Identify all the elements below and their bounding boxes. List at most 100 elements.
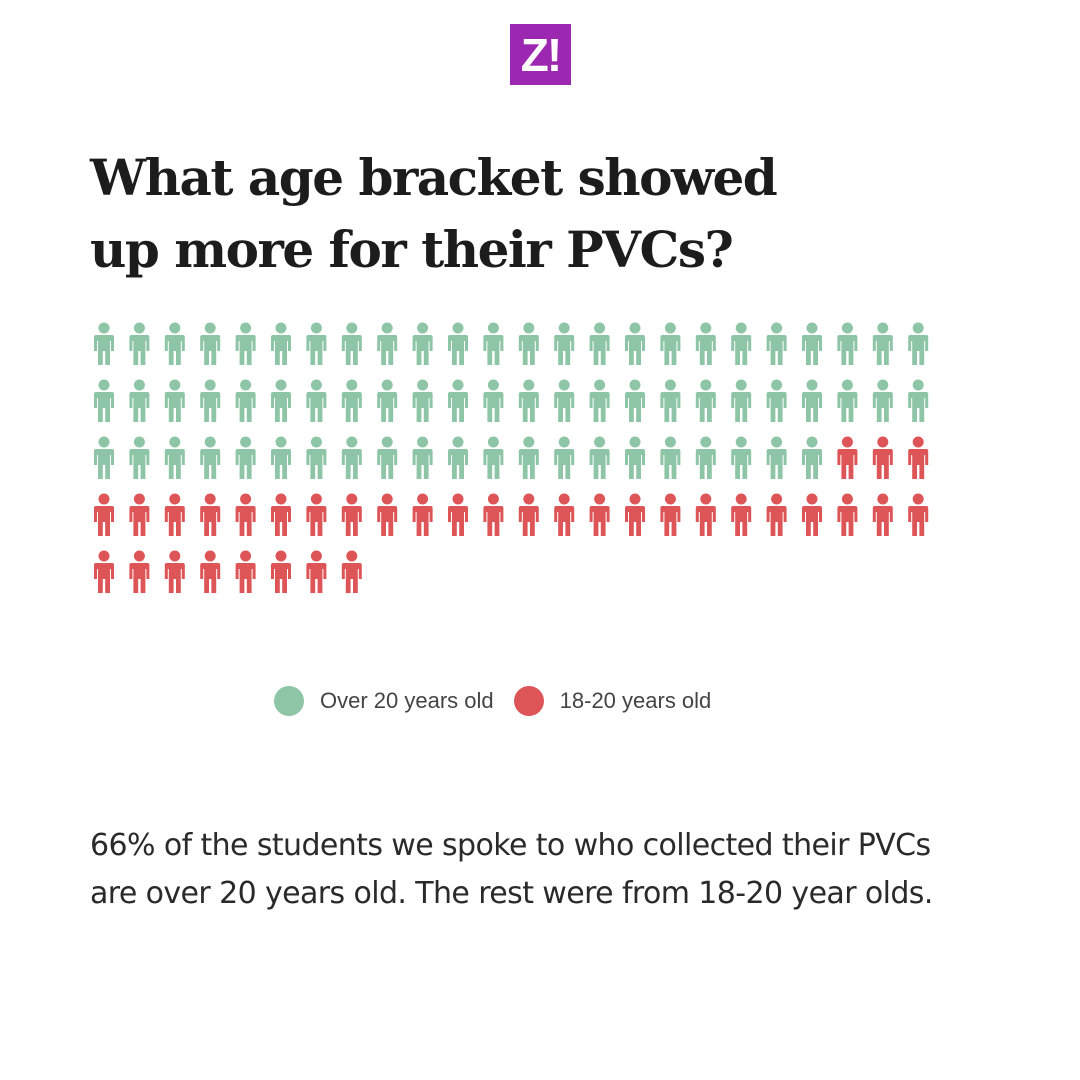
person-icon (554, 436, 575, 479)
person-icon (872, 493, 893, 536)
person-icon (448, 379, 468, 422)
person-icon (94, 436, 114, 479)
person-icon (625, 493, 645, 536)
person-icon (908, 436, 929, 479)
chart-title: What age bracket showed up more for thei… (90, 148, 778, 279)
legend-label-18-20: 18-20 years old (559, 688, 712, 713)
person-icon (518, 436, 539, 479)
person-icon (518, 379, 539, 422)
person-icon (271, 493, 291, 536)
person-icon (129, 550, 150, 593)
person-icon (766, 379, 787, 422)
person-icon (802, 322, 822, 365)
person-icon (271, 322, 291, 365)
person-icon (412, 379, 433, 422)
chart-caption: 66% of the students we spoke to who coll… (90, 828, 933, 911)
brand-logo: Z! (510, 24, 571, 85)
person-icon (872, 436, 893, 479)
person-icon (341, 550, 362, 593)
person-icon (908, 493, 929, 536)
person-icon (164, 436, 185, 479)
person-icon (129, 436, 150, 479)
person-icon (271, 436, 291, 479)
brand-logo-text: Z! (520, 28, 562, 81)
person-icon (625, 322, 645, 365)
person-icon (235, 322, 256, 365)
person-icon (94, 493, 114, 536)
person-icon (837, 493, 858, 536)
person-icon (377, 322, 398, 365)
person-icon (589, 436, 610, 479)
person-icon (695, 379, 716, 422)
person-icon (200, 322, 221, 365)
person-icon (766, 322, 787, 365)
person-icon (164, 379, 185, 422)
person-icon (766, 436, 787, 479)
legend-item-over-20: Over 20 years old (274, 686, 494, 716)
person-icon (731, 379, 752, 422)
person-icon (129, 322, 150, 365)
person-icon (412, 322, 433, 365)
person-icon (518, 322, 539, 365)
person-icon (872, 322, 893, 365)
person-icon (766, 493, 787, 536)
person-icon (235, 379, 256, 422)
legend-swatch-over-20 (274, 686, 304, 716)
person-icon (200, 436, 221, 479)
person-icon (94, 322, 114, 365)
person-icon (341, 436, 362, 479)
person-icon (306, 436, 327, 479)
person-icon (872, 379, 893, 422)
person-icon (235, 436, 256, 479)
person-icon (554, 379, 575, 422)
person-icon (448, 493, 468, 536)
person-icon (695, 436, 716, 479)
legend-label-over-20: Over 20 years old (320, 688, 494, 713)
person-icon (695, 322, 716, 365)
person-icon (660, 379, 681, 422)
person-icon (271, 379, 291, 422)
chart-legend: Over 20 years old 18-20 years old (274, 684, 731, 718)
pictogram-chart (94, 322, 929, 593)
person-icon (660, 493, 681, 536)
person-icon (837, 322, 858, 365)
person-icon (200, 379, 221, 422)
person-icon (341, 379, 362, 422)
person-icon (802, 493, 822, 536)
person-icon (483, 322, 504, 365)
person-icon (164, 322, 185, 365)
person-icon (341, 493, 362, 536)
person-icon (271, 550, 291, 593)
person-icon (200, 493, 221, 536)
person-icon (554, 322, 575, 365)
person-icon (306, 379, 327, 422)
person-icon (589, 322, 610, 365)
person-icon (377, 493, 398, 536)
person-icon (802, 436, 822, 479)
person-icon (94, 379, 114, 422)
person-icon (731, 436, 752, 479)
person-icon (908, 379, 929, 422)
person-icon (589, 493, 610, 536)
person-icon (660, 322, 681, 365)
person-icon (412, 436, 433, 479)
person-icon (377, 379, 398, 422)
person-icon (625, 379, 645, 422)
person-icon (589, 379, 610, 422)
person-icon (483, 436, 504, 479)
person-icon (837, 436, 858, 479)
person-icon (306, 322, 327, 365)
person-icon (341, 322, 362, 365)
legend-swatch-18-20 (513, 686, 544, 716)
person-icon (518, 493, 539, 536)
person-icon (306, 493, 327, 536)
person-icon (731, 322, 752, 365)
person-icon (695, 493, 716, 536)
person-icon (200, 550, 221, 593)
person-icon (802, 379, 822, 422)
person-icon (377, 436, 398, 479)
person-icon (483, 493, 504, 536)
person-icon (129, 379, 150, 422)
person-icon (306, 550, 327, 593)
legend-item-18-20: 18-20 years old (513, 686, 712, 716)
